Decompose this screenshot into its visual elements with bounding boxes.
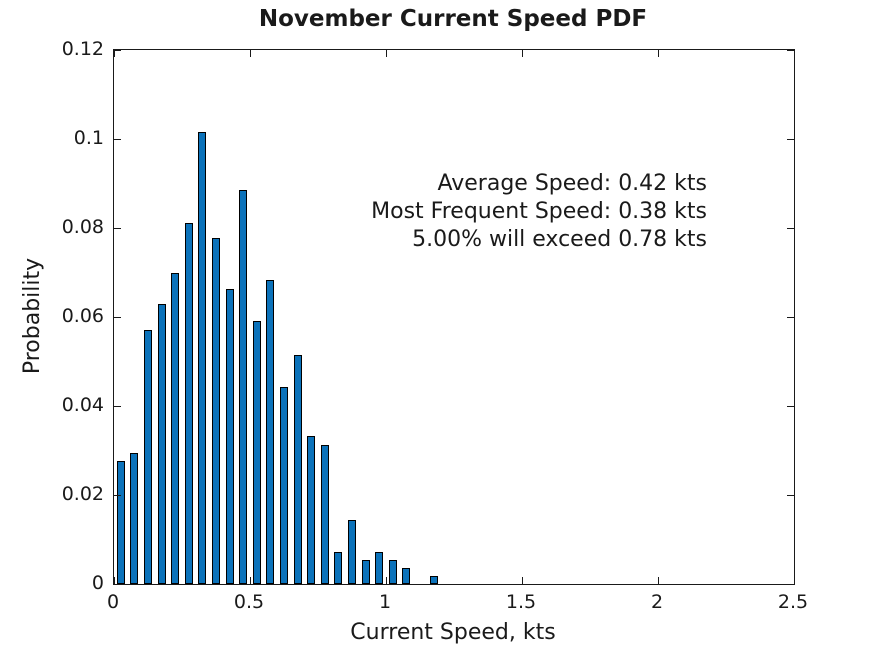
y-tick-label: 0.08	[61, 216, 104, 238]
y-axis-tick	[114, 49, 121, 51]
histogram-bar	[143, 329, 153, 584]
annotation-most-frequent-speed: Most Frequent Speed: 0.38 kts	[371, 199, 707, 224]
histogram-bar	[279, 386, 289, 584]
histogram-bar	[347, 519, 357, 584]
y-axis-tick	[787, 227, 794, 229]
histogram-bar	[388, 560, 397, 584]
x-axis-tick	[249, 577, 251, 584]
x-axis-tick	[113, 50, 115, 57]
y-tick-label: 0.12	[61, 38, 104, 60]
histogram-bar	[320, 444, 329, 584]
y-tick-label: 0.1	[73, 127, 104, 149]
histogram-bar	[307, 435, 316, 584]
x-axis-tick	[385, 50, 387, 57]
histogram-bar	[184, 222, 193, 584]
histogram-bar	[239, 189, 248, 584]
histogram-bar	[252, 321, 261, 584]
x-tick-label: 0.5	[233, 591, 265, 613]
x-axis-tick	[249, 50, 251, 57]
histogram-bar	[116, 460, 125, 584]
y-axis-tick	[787, 316, 794, 318]
y-axis-tick	[787, 583, 794, 585]
y-tick-label: 0.02	[61, 483, 104, 505]
x-tick-label: 2	[650, 591, 664, 613]
y-axis-tick	[787, 494, 794, 496]
histogram-bar	[334, 552, 343, 584]
histogram-bar	[402, 568, 411, 584]
y-axis-tick	[787, 405, 794, 407]
histogram-bar	[171, 272, 180, 584]
histogram-bar	[361, 560, 370, 584]
plot-area: Average Speed: 0.42 kts Most Frequent Sp…	[113, 49, 795, 585]
y-axis-tick	[114, 138, 121, 140]
y-axis-tick	[114, 227, 121, 229]
annotation-average-speed: Average Speed: 0.42 kts	[437, 171, 707, 196]
x-axis-label: Current Speed, kts	[350, 620, 556, 645]
y-axis-tick	[787, 138, 794, 140]
y-axis-tick	[787, 49, 794, 51]
histogram-bar	[266, 280, 275, 584]
y-axis-tick	[114, 494, 121, 496]
y-tick-label: 0	[91, 572, 104, 594]
x-axis-tick	[657, 577, 659, 584]
histogram-bar	[198, 131, 207, 584]
x-axis-tick	[385, 577, 387, 584]
y-tick-label: 0.04	[61, 394, 104, 416]
histogram-bar	[211, 238, 221, 584]
histogram-bar	[375, 552, 384, 584]
histogram-bar	[130, 453, 139, 584]
x-axis-tick	[657, 50, 659, 57]
stats-annotation: Average Speed: 0.42 kts Most Frequent Sp…	[371, 170, 707, 254]
x-axis-tick	[521, 577, 523, 584]
x-tick-label: 2.5	[777, 591, 809, 613]
annotation-exceedance: 5.00% will exceed 0.78 kts	[412, 227, 707, 252]
histogram-bar	[293, 354, 302, 584]
y-axis-tick	[114, 583, 121, 585]
y-axis-tick	[114, 316, 121, 318]
histogram-bar	[157, 304, 166, 584]
x-tick-label: 1	[378, 591, 392, 613]
y-axis-tick	[114, 405, 121, 407]
x-tick-label: 0	[106, 591, 120, 613]
x-tick-label: 1.5	[505, 591, 537, 613]
chart-title: November Current Speed PDF	[258, 6, 648, 32]
x-axis-tick	[793, 577, 795, 584]
y-tick-label: 0.06	[61, 305, 104, 327]
x-axis-tick	[113, 577, 115, 584]
x-axis-tick	[521, 50, 523, 57]
histogram-bar	[225, 288, 234, 584]
histogram-bar	[429, 575, 438, 584]
x-axis-tick	[793, 50, 795, 57]
